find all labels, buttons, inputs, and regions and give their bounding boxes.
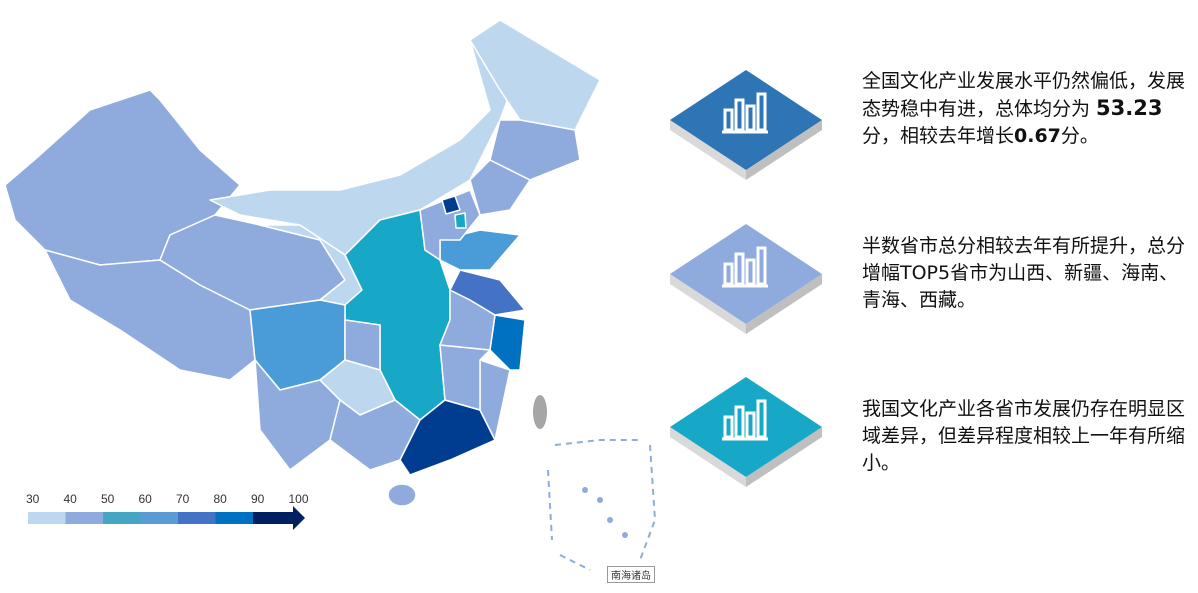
region-hainan[interactable] [387,483,417,507]
bar-chart-icon [670,224,822,334]
legend-tick: 60 [138,492,152,506]
legend-tick: 80 [213,492,227,506]
legend-swatch [215,512,253,524]
card-3-text: 我国文化产业各省市发展仍存在明显区域差异，但差异程度相较上一年有所缩小。 [862,398,1186,474]
region-taiwan[interactable] [533,395,547,429]
inset-label: 南海诸岛 [607,566,655,583]
legend-tick: 40 [63,492,77,506]
legend-swatch [103,512,141,524]
legend-swatch [28,512,66,524]
region-tianjin[interactable] [454,212,467,229]
region-heilongjiang[interactable] [469,19,601,131]
provinces [4,19,601,507]
region-beijing[interactable] [441,195,461,215]
legend-swatch [178,512,216,524]
legend-tick: 90 [251,492,265,506]
color-legend [28,506,305,530]
region-hebei[interactable] [419,189,481,261]
card-icons [670,70,822,487]
china-choropleth-map [4,19,657,571]
bar-chart-icon [670,70,822,180]
region-jiangsu[interactable] [449,269,526,316]
legend-tick: 100 [288,492,309,506]
bar-chart-icon [670,377,822,487]
legend-tick: 30 [26,492,40,506]
card-1-text: 全国文化产业发展水平仍然偏低，发展态势稳中有进，总体均分为 53.23分，相较去… [862,70,1186,147]
region-zhejiang[interactable] [489,314,526,371]
south-china-sea-inset [547,439,657,571]
card-2-text: 半数省市总分相较去年有所提升，总分增幅TOP5省市为山西、新疆、海南、青海、西藏… [862,235,1186,311]
legend-swatch [253,506,305,530]
legend-tick: 70 [176,492,190,506]
legend-swatch [140,512,178,524]
legend-tick: 50 [101,492,115,506]
legend-swatch [65,512,103,524]
